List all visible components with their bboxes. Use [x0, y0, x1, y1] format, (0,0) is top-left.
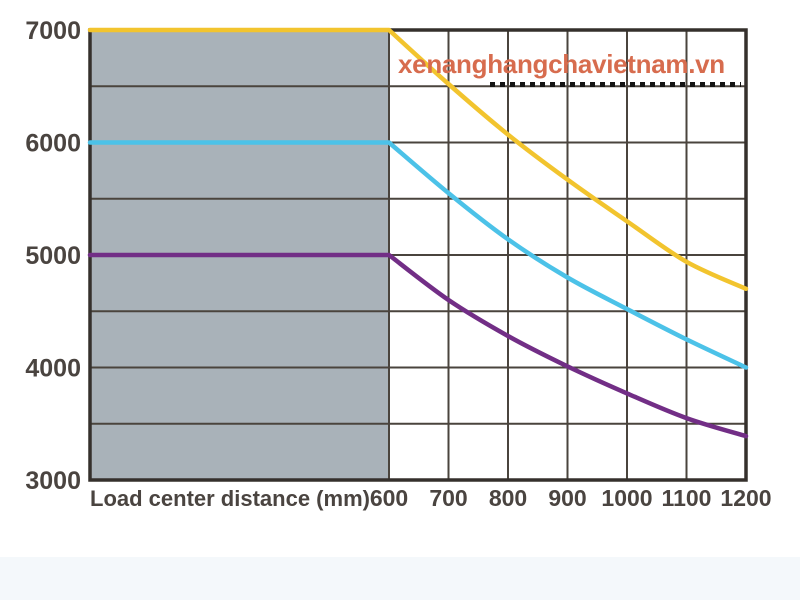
- x-tick-label: 1000: [601, 485, 652, 511]
- y-tick-label: 3000: [25, 467, 81, 495]
- x-tick-label: 1200: [720, 485, 771, 511]
- plot-layer: [87, 27, 749, 482]
- watermark-text: xenanghangchavietnam.vn: [398, 49, 725, 79]
- x-tick-label: 700: [429, 485, 467, 511]
- capacity-7000kg-curve: [87, 27, 749, 292]
- y-tick-label: 6000: [25, 130, 81, 158]
- x-tick-label: 800: [489, 485, 527, 511]
- x-tick-label: 600: [370, 485, 408, 511]
- capacity-5000kg-curve: [87, 252, 749, 439]
- x-tick-label: 1100: [662, 485, 712, 511]
- y-tick-label: 5000: [25, 242, 81, 270]
- x-axis-title: Load center distance (mm): [90, 486, 370, 511]
- gridlines: [90, 30, 747, 480]
- capacity-6000kg-curve: [87, 140, 749, 370]
- y-tick-label: 7000: [25, 17, 81, 45]
- tick-layer: 7000 6000 5000 4000 3000 600 700 800 900 1000 1100…: [25, 17, 771, 511]
- bottom-band: [0, 557, 800, 600]
- x-tick-label: 900: [548, 485, 586, 511]
- y-tick-label: 4000: [25, 355, 81, 383]
